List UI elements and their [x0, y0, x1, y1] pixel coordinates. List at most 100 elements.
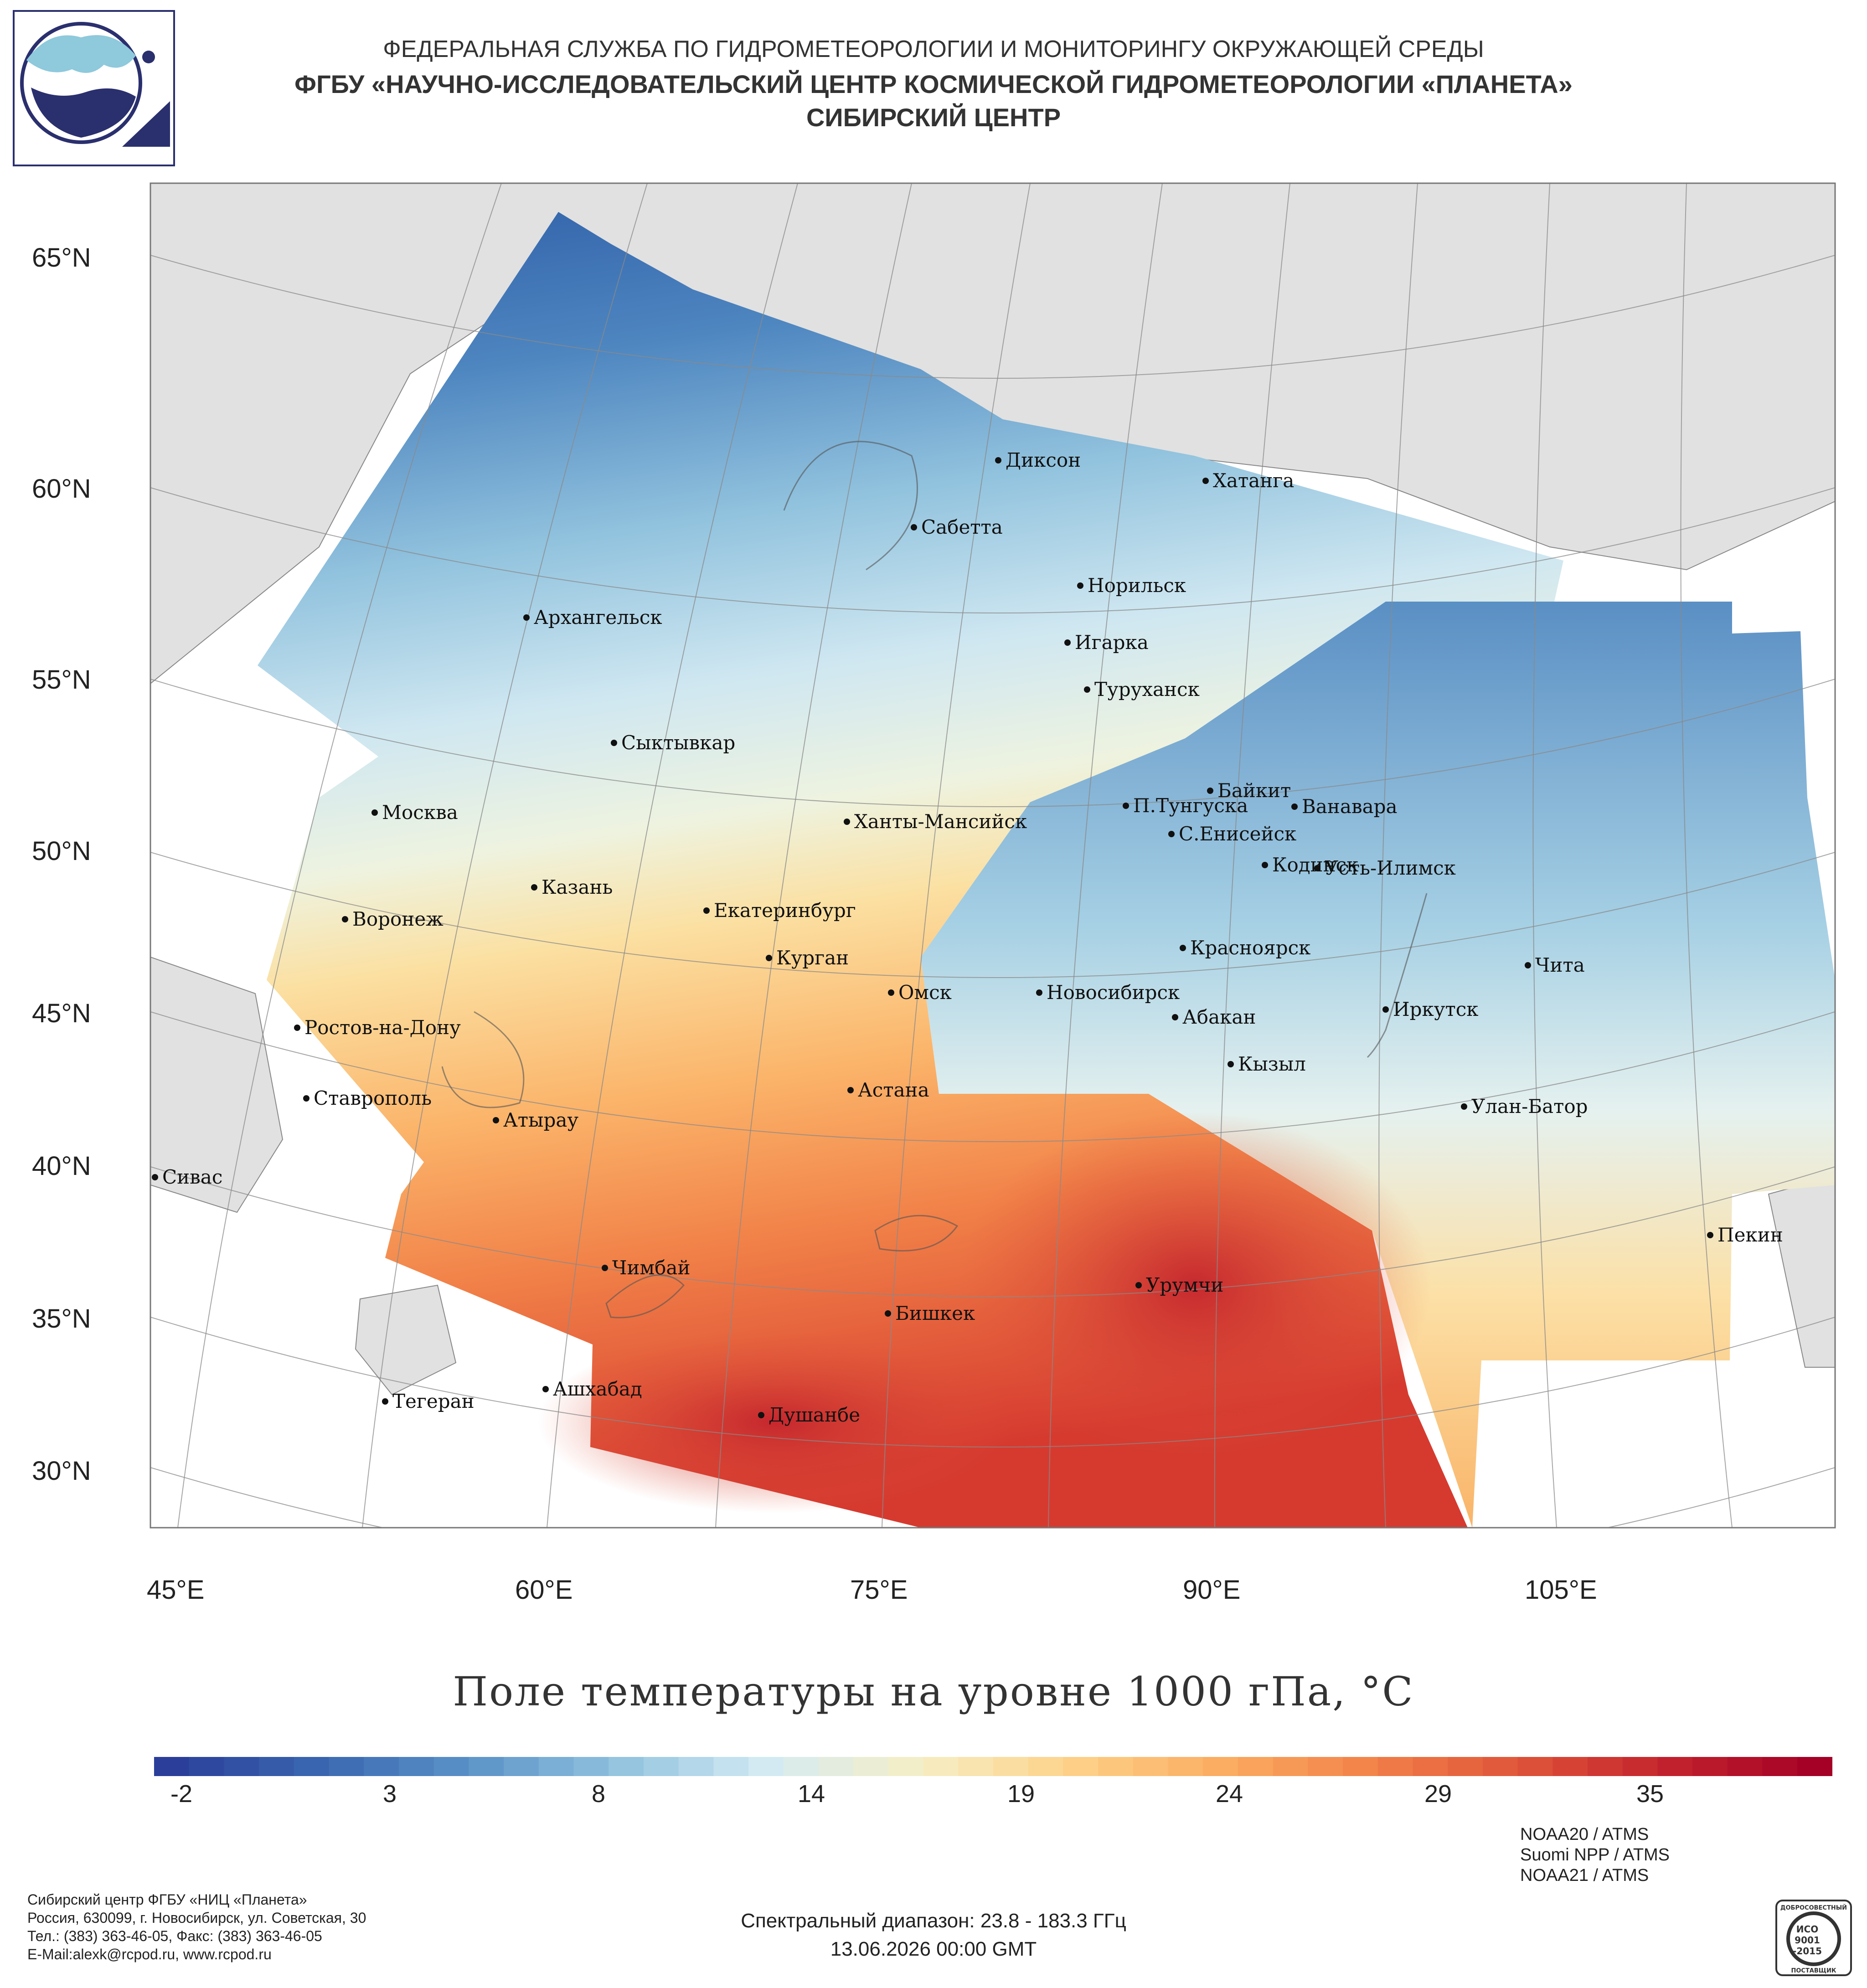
city-label: Чимбай — [612, 1257, 690, 1279]
colorbar-segment — [538, 1757, 574, 1776]
city-dot — [493, 1117, 499, 1123]
spectral-range: Спектральный диапазон: 23.8 - 183.3 ГГц — [741, 1910, 1126, 1932]
city-label: С.Енисейск — [1179, 823, 1296, 845]
city-label: Норильск — [1088, 574, 1186, 597]
lon-label-75: 75°E — [850, 1575, 908, 1605]
city-label: Атырау — [503, 1109, 578, 1131]
city-label: Туруханск — [1094, 678, 1200, 700]
city-dot — [911, 524, 917, 530]
city-label: Абакан — [1182, 1006, 1256, 1028]
city-dot — [703, 907, 710, 914]
colorbar-segment — [1482, 1757, 1518, 1776]
colorbar-segment — [1238, 1757, 1274, 1776]
colorbar-segment — [1133, 1757, 1169, 1776]
city-label: Диксон — [1006, 449, 1081, 471]
city-dot — [1064, 639, 1071, 646]
city-dot — [542, 1386, 549, 1392]
city-dot — [1084, 686, 1090, 693]
lat-label-65: 65°N — [32, 243, 91, 273]
colorbar-segment — [1762, 1757, 1798, 1776]
colorbar-tick: 35 — [1636, 1780, 1664, 1808]
colorbar-segment — [259, 1757, 294, 1776]
city-dot — [1707, 1232, 1713, 1238]
city-label: Ставрополь — [314, 1087, 432, 1109]
city-dot — [1168, 831, 1175, 837]
org-name: Сибирский центр ФГБУ «НИЦ «Планета» — [27, 1891, 307, 1908]
city-dot — [1180, 945, 1186, 951]
colorbar-tick: 14 — [797, 1780, 825, 1808]
satellite-list: NOAA20 / ATMS Suomi NPP / ATMS NOAA21 / … — [1520, 1824, 1670, 1886]
city-markers: Диксон Хатанга Сабетта Норильск Архангельск И… — [152, 449, 1783, 1426]
lat-label-50: 50°N — [32, 836, 91, 866]
city-label: Курган — [776, 947, 849, 969]
city-dot — [152, 1174, 158, 1180]
colorbar-segment — [1028, 1757, 1064, 1776]
city-dot — [1382, 1006, 1389, 1013]
city-dot — [1291, 803, 1298, 810]
satellite-item: NOAA20 / ATMS — [1520, 1825, 1649, 1844]
colorbar-segment — [1377, 1757, 1413, 1776]
lon-label-105: 105°E — [1525, 1575, 1597, 1605]
city-label: Урумчи — [1146, 1274, 1223, 1296]
colorbar-segment — [154, 1757, 190, 1776]
city-label: Тегеран — [392, 1390, 474, 1412]
colorbar-segment — [189, 1757, 225, 1776]
city-dot — [1036, 989, 1042, 996]
org-address: Россия, 630099, г. Новосибирск, ул. Сове… — [27, 1910, 366, 1926]
city-label: Новосибирск — [1047, 981, 1180, 1004]
lon-label-45: 45°E — [147, 1575, 205, 1605]
city-dot — [758, 1412, 764, 1418]
city-dot — [611, 740, 617, 746]
city-label: Москва — [382, 801, 458, 824]
colorbar-segment — [923, 1757, 959, 1776]
city-label: Сыктывкар — [621, 731, 735, 754]
city-label: Улан-Батор — [1471, 1095, 1588, 1118]
colorbar-segment — [469, 1757, 505, 1776]
city-dot — [382, 1398, 388, 1405]
colorbar-segment — [818, 1757, 854, 1776]
city-dot — [1202, 478, 1209, 484]
iso-year: -2015 — [1793, 1946, 1822, 1957]
city-dot — [1077, 582, 1083, 589]
city-label: Байкит — [1217, 779, 1291, 802]
city-dot — [766, 955, 772, 961]
city-dot — [1525, 962, 1531, 968]
city-dot — [888, 989, 894, 996]
colorbar-segment — [993, 1757, 1029, 1776]
colorbar-tick: 3 — [382, 1780, 397, 1808]
colorbar-segment — [294, 1757, 330, 1776]
lat-label-40: 40°N — [32, 1151, 91, 1181]
city-label: Архангельск — [534, 606, 662, 628]
satellite-item: NOAA21 / ATMS — [1520, 1866, 1649, 1885]
colorbar-tick: -2 — [170, 1780, 193, 1808]
city-label: Красноярск — [1190, 937, 1310, 959]
city-dot — [847, 1087, 854, 1093]
city-dot — [1135, 1282, 1142, 1288]
colorbar-title: Поле температуры на уровне 1000 гПа, °C — [453, 1668, 1414, 1715]
observation-datetime: 13.06.2026 00:00 GMT — [830, 1938, 1037, 1960]
city-label: Усть-Илимск — [1325, 857, 1456, 879]
colorbar-segment — [1727, 1757, 1763, 1776]
city-label: Хатанга — [1213, 469, 1294, 492]
city-label: Сивас — [162, 1166, 222, 1188]
city-label: Ванавара — [1302, 795, 1398, 818]
colorbar-segment — [958, 1757, 994, 1776]
city-label: Казань — [542, 876, 613, 898]
city-label: Иркутск — [1393, 998, 1478, 1020]
colorbar-segment — [433, 1757, 469, 1776]
colorbar-segment — [1448, 1757, 1483, 1776]
lat-label-30: 30°N — [32, 1456, 91, 1486]
colorbar-segment — [1168, 1757, 1204, 1776]
lat-label-55: 55°N — [32, 665, 91, 695]
city-dot — [342, 916, 348, 922]
colorbar-segment — [1343, 1757, 1378, 1776]
city-dot — [371, 809, 378, 816]
colorbar-tick: 24 — [1215, 1780, 1243, 1808]
city-label: Душанбе — [768, 1404, 860, 1426]
city-dot — [1314, 865, 1320, 871]
colorbar-tick: 8 — [591, 1780, 606, 1808]
city-label: Сабетта — [921, 516, 1003, 538]
city-dot — [885, 1310, 891, 1317]
city-dot — [303, 1095, 309, 1102]
city-label: Чита — [1535, 954, 1585, 976]
